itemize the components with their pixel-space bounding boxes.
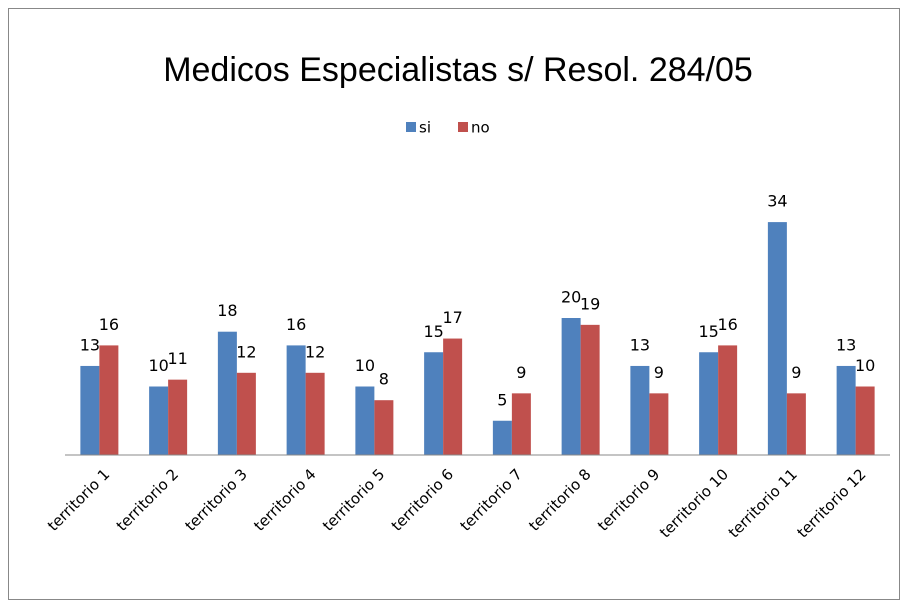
- bar: [217, 331, 237, 455]
- data-label: 16: [286, 315, 306, 334]
- bar: [99, 345, 119, 455]
- data-label: 13: [630, 335, 650, 354]
- data-label: 10: [148, 356, 168, 375]
- bar: [168, 379, 188, 455]
- data-label: 9: [516, 363, 526, 382]
- data-label: 19: [580, 294, 600, 313]
- data-label: 9: [654, 363, 664, 382]
- data-label: 13: [80, 335, 100, 354]
- data-label: 9: [791, 363, 801, 382]
- bar: [80, 365, 100, 455]
- data-label: 15: [423, 322, 443, 341]
- bar: [149, 386, 169, 455]
- data-label: 10: [855, 356, 875, 375]
- data-label: 15: [698, 322, 718, 341]
- chart-title: Medicos Especialistas s/ Resol. 284/05: [163, 51, 753, 89]
- bar: [786, 393, 806, 455]
- data-label: 12: [236, 342, 256, 361]
- legend-label: no: [471, 119, 490, 137]
- legend-swatch: [406, 122, 416, 132]
- bar: [236, 372, 256, 455]
- bar: [580, 324, 600, 455]
- data-label: 16: [717, 315, 737, 334]
- data-label: 8: [379, 370, 389, 389]
- bar: [561, 318, 581, 455]
- data-label: 10: [355, 356, 375, 375]
- data-label: 17: [442, 308, 462, 327]
- bar: [424, 352, 444, 455]
- bar: [718, 345, 738, 455]
- bar: [630, 365, 650, 455]
- data-label: 16: [99, 315, 119, 334]
- bar: [443, 338, 463, 455]
- chart-border: [8, 8, 900, 600]
- bar: [305, 372, 325, 455]
- bar: [511, 393, 531, 455]
- bar: [374, 400, 394, 455]
- bar: [699, 352, 719, 455]
- data-label: 12: [305, 342, 325, 361]
- data-label: 34: [767, 192, 787, 211]
- bar: [767, 222, 787, 455]
- data-label: 13: [836, 335, 856, 354]
- bar: [855, 386, 875, 455]
- legend-label: si: [419, 119, 431, 137]
- data-label: 11: [167, 349, 187, 368]
- bar: [355, 386, 375, 455]
- bar: [492, 420, 512, 455]
- bar: [286, 345, 306, 455]
- bar: [836, 365, 856, 455]
- data-label: 18: [217, 301, 237, 320]
- data-label: 20: [561, 288, 581, 307]
- data-label: 5: [497, 390, 507, 409]
- bar: [649, 393, 669, 455]
- legend-swatch: [458, 122, 468, 132]
